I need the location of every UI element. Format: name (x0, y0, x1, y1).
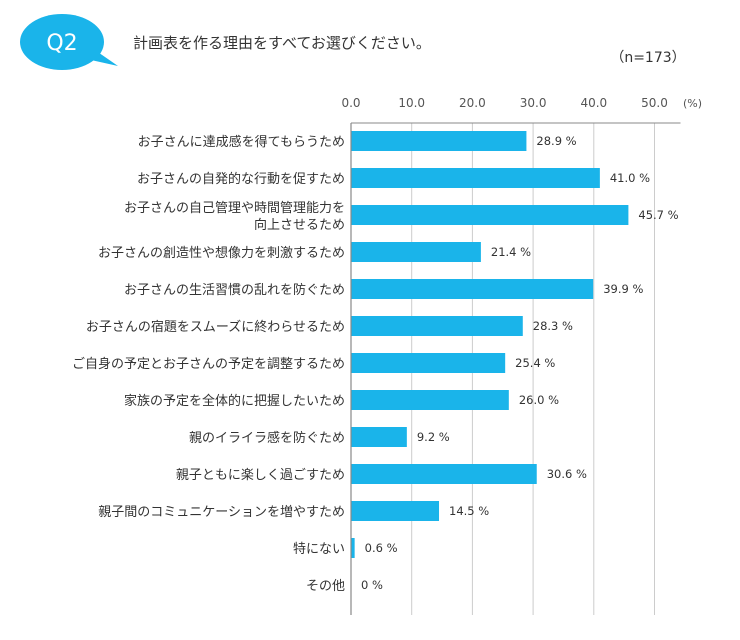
tick-label: 10.0 (398, 96, 425, 110)
tick-label: 50.0 (641, 96, 668, 110)
bars (351, 131, 629, 558)
sample-size: （n=173） (610, 50, 685, 66)
bar (351, 279, 594, 299)
category-label: お子さんの創造性や想像力を刺激するため (98, 245, 345, 261)
bar (351, 353, 506, 373)
badge-label: Q2 (46, 31, 77, 56)
category-labels: お子さんに達成感を得てもらうためお子さんの自発的な行動を促すためお子さんの自己管… (72, 134, 345, 594)
value-labels: 28.9 % 41.0 % 45.7 % 21.4 % 39.9 % 28.3 % 25.4… (361, 134, 679, 592)
bar (351, 501, 440, 521)
category-label: その他 (306, 579, 345, 594)
unit-label: (%) (683, 97, 702, 110)
category-label: 向上させるため (254, 217, 345, 233)
data-label: 28.3 % (533, 319, 573, 333)
category-label: ご自身の予定とお子さんの予定を調整するため (72, 356, 345, 372)
category-label: 親子ともに楽しく過ごすため (176, 467, 345, 483)
data-label: 9.2 % (417, 430, 450, 444)
bar (351, 205, 629, 225)
category-label: お子さんの生活習慣の乱れを防ぐため (124, 282, 345, 298)
tick-label: 30.0 (520, 96, 547, 110)
data-label: 21.4 % (491, 245, 531, 259)
bar (351, 168, 600, 188)
data-label: 14.5 % (449, 504, 489, 518)
x-axis-ticks: 0.0 10.0 20.0 30.0 40.0 50.0 (341, 96, 667, 110)
category-label: お子さんの自己管理や時間管理能力を (124, 201, 345, 216)
category-label: 家族の予定を全体的に把握したいため (124, 393, 345, 409)
data-label: 28.9 % (536, 134, 576, 148)
bar (351, 316, 523, 336)
data-label: 41.0 % (610, 171, 650, 185)
bar (351, 131, 527, 151)
category-label: 親子間のコミュニケーションを増やすため (98, 505, 345, 520)
data-label: 39.9 % (603, 282, 643, 296)
question-badge: Q2 (20, 14, 118, 70)
data-label: 45.7 % (638, 208, 678, 222)
data-label: 0 % (361, 578, 383, 592)
category-label: 特にない (293, 542, 345, 557)
data-label: 25.4 % (515, 356, 555, 370)
bar (351, 242, 481, 262)
category-label: 親のイライラ感を防ぐため (189, 430, 345, 446)
bar (351, 464, 537, 484)
category-label: お子さんの自発的な行動を促すため (137, 171, 345, 187)
data-label: 0.6 % (365, 541, 398, 555)
bar (351, 538, 355, 558)
question-title: 計画表を作る理由をすべてお選びください。 (133, 34, 431, 52)
tick-label: 40.0 (580, 96, 607, 110)
category-label: お子さんに達成感を得てもらうため (138, 134, 345, 150)
bar (351, 390, 509, 410)
tick-label: 20.0 (459, 96, 486, 110)
data-label: 26.0 % (519, 393, 559, 407)
data-label: 30.6 % (547, 467, 587, 481)
bar (351, 427, 407, 447)
category-label: お子さんの宿題をスムーズに終わらせるため (86, 319, 345, 335)
tick-label: 0.0 (341, 96, 360, 110)
